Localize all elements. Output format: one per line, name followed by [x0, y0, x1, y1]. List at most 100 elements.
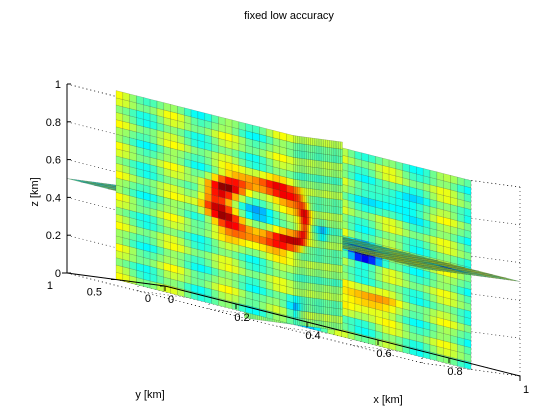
slice-cell [338, 294, 341, 302]
slice-cell [306, 275, 309, 284]
slice-cell [331, 293, 334, 301]
y-tick-label: 1 [47, 280, 53, 292]
slice-cell [122, 92, 130, 102]
slice-cell [302, 267, 305, 276]
slice-cell [308, 202, 311, 211]
slice-cell [304, 238, 307, 247]
slice-cell [323, 197, 326, 206]
slice-cell [306, 289, 309, 298]
z-tick-label: 0.8 [46, 117, 61, 129]
slice-cell [308, 231, 311, 240]
slice-cell [361, 152, 369, 162]
slice-cell [327, 212, 330, 221]
slice-cell [314, 225, 317, 234]
slice-cell [304, 253, 307, 261]
slice-cell [327, 176, 330, 185]
slice-cell [302, 158, 305, 167]
slice-cell [336, 199, 339, 208]
slice-cell [293, 302, 296, 311]
slice-cell [319, 276, 322, 285]
slice-cell [327, 227, 330, 235]
slice-cell [314, 203, 317, 212]
slice-cell [312, 203, 315, 212]
slice-cell [312, 268, 315, 277]
slice-cell [300, 230, 304, 239]
slice-cell [325, 241, 328, 250]
slice-cell [310, 290, 313, 299]
slice-cell [314, 261, 317, 270]
slice-cell [302, 311, 305, 319]
slice-cell [334, 264, 337, 273]
slice-cell [329, 249, 332, 257]
slice-cell [299, 179, 302, 188]
slice-cell [293, 171, 296, 180]
slice-cell [340, 294, 343, 303]
slice-cell [323, 161, 326, 169]
slice-cell [323, 182, 326, 191]
slice-cell [225, 118, 233, 128]
slice-cell [295, 280, 298, 289]
slice-cell [314, 254, 317, 263]
slice-cell [315, 181, 319, 190]
z-tick-label: 0.6 [46, 155, 61, 167]
slice-cell [332, 140, 336, 149]
slice-cell [306, 195, 309, 204]
slice-cell [190, 109, 199, 119]
slice-cell [310, 239, 313, 248]
slice-cell [338, 301, 341, 310]
slice-cell [340, 156, 343, 164]
slice-cell [329, 190, 332, 199]
slice-cell [325, 190, 328, 199]
slice-cell [312, 275, 315, 284]
slice-cell [334, 293, 337, 302]
slice-cell [302, 296, 305, 305]
slice-cell [340, 236, 343, 244]
slice-cell [332, 191, 336, 200]
slice-cell [327, 154, 330, 163]
slice-cell [299, 143, 302, 152]
slice-cell [312, 188, 315, 197]
slice-cell [312, 290, 315, 299]
slice-cell [295, 237, 298, 246]
slice-cell [336, 177, 339, 186]
slice-cell [299, 150, 302, 159]
slice-cell [329, 241, 332, 250]
slice-cell [321, 168, 324, 176]
slice-cell [340, 214, 343, 223]
slice-cell [336, 264, 339, 273]
slice-cell [302, 238, 305, 247]
y-tick-label: 0.5 [87, 287, 102, 299]
slice-cell [317, 276, 321, 285]
slice-cell [299, 201, 302, 210]
slice-cell [302, 281, 305, 290]
slice-cell [323, 321, 326, 329]
slice-cell [299, 208, 302, 217]
slice-cell [300, 172, 304, 181]
slice-cell [312, 166, 315, 175]
slice-cell [297, 143, 300, 151]
slice-cell [293, 244, 296, 253]
slice-cell [314, 196, 317, 205]
slice-cell [299, 136, 302, 144]
slice-cell [329, 198, 332, 207]
slice-cell [319, 204, 322, 213]
slice-cell [323, 175, 326, 184]
slice-cell [314, 276, 317, 285]
slice-cell [308, 210, 311, 218]
slice-cell [321, 204, 324, 213]
slice-cell [331, 278, 334, 287]
slice-cell [310, 173, 313, 182]
slice-cell [302, 202, 305, 210]
slice-cell [297, 172, 300, 181]
slice-cell [327, 256, 330, 264]
slice-cell [321, 226, 324, 235]
slice-cell [340, 170, 343, 179]
slice-cell [340, 316, 343, 324]
slice-cell [310, 144, 313, 153]
slice-cell [332, 293, 336, 302]
slice-cell [308, 137, 311, 146]
slice-cell [302, 303, 305, 312]
slice-cell [304, 231, 307, 240]
slice-cell [300, 179, 304, 188]
